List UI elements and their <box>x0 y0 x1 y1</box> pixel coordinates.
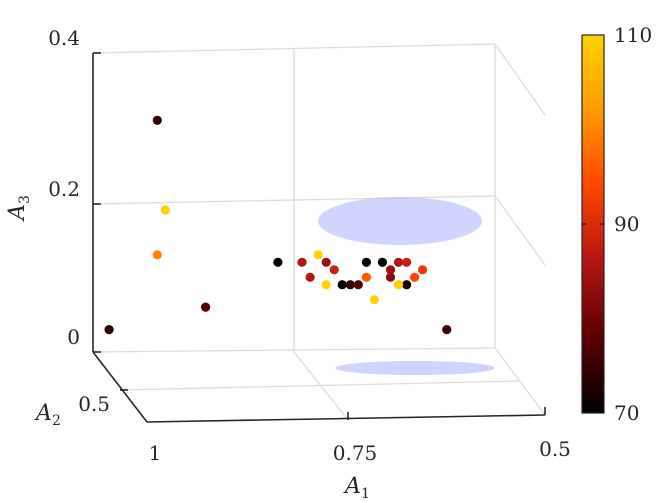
data-point <box>321 257 331 267</box>
data-point <box>369 295 379 305</box>
data-point <box>385 265 396 275</box>
y-axis-label: A 2 <box>34 401 61 429</box>
data-point <box>305 272 315 282</box>
colorbar-tick-label: 110 <box>614 23 652 47</box>
svg-text:A: A <box>5 204 30 222</box>
x-tick-label: 0.5 <box>539 437 571 461</box>
z-tick-label: 0.2 <box>48 177 80 201</box>
svg-text:A: A <box>34 401 52 426</box>
data-point <box>329 265 339 275</box>
colorbar-tick-label: 70 <box>614 401 639 425</box>
data-point <box>104 325 114 335</box>
y-tick-label: 0.5 <box>78 392 110 416</box>
axes-frame <box>92 52 546 423</box>
svg-text:A: A <box>343 474 361 499</box>
data-point <box>201 302 211 312</box>
x-axis-label: A 1 <box>343 474 370 502</box>
z-axis-label: A 3 <box>5 195 33 222</box>
cluster-shadow-ellipse <box>335 361 495 375</box>
x-tick-label: 0.75 <box>333 441 378 465</box>
cluster-ellipse <box>318 197 482 245</box>
data-point <box>313 250 323 260</box>
svg-text:2: 2 <box>52 413 61 429</box>
data-point <box>345 280 355 290</box>
svg-text:1: 1 <box>361 486 370 502</box>
data-point <box>321 280 331 290</box>
data-point <box>377 257 387 267</box>
data-point <box>410 272 420 282</box>
z-tick-label: 0.4 <box>48 26 80 50</box>
grid-lines <box>92 43 546 421</box>
data-point <box>297 257 307 267</box>
data-point <box>152 115 162 125</box>
data-point <box>353 280 363 290</box>
data-point <box>393 280 404 290</box>
z-tick-label: 0 <box>67 325 80 349</box>
data-point <box>385 272 396 282</box>
data-point <box>361 257 371 267</box>
data-point <box>337 280 347 290</box>
data-point <box>418 265 428 275</box>
data-point <box>152 250 162 260</box>
data-point <box>361 272 371 282</box>
x-tick-label: 1 <box>149 441 162 465</box>
data-point <box>402 257 412 267</box>
data-points <box>104 115 452 335</box>
data-point <box>442 325 452 335</box>
svg-text:3: 3 <box>17 195 33 204</box>
data-point <box>393 257 404 267</box>
data-point <box>402 280 412 290</box>
data-point <box>273 257 283 267</box>
colorbar-tick-label: 90 <box>614 212 639 236</box>
data-point <box>160 205 170 215</box>
